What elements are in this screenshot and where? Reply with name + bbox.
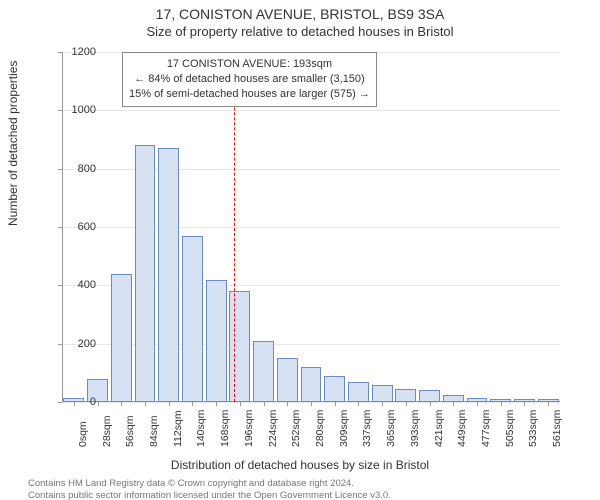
histogram-bar: [277, 358, 298, 402]
x-tick-mark: [524, 402, 525, 406]
x-axis-label: Distribution of detached houses by size …: [0, 458, 600, 472]
x-tick-label: 421sqm: [433, 410, 445, 447]
x-tick-label: 505sqm: [504, 410, 516, 447]
chart-title: 17, CONISTON AVENUE, BRISTOL, BS9 3SA: [0, 6, 600, 22]
y-tick-label: 200: [56, 338, 96, 350]
x-tick-mark: [382, 402, 383, 406]
y-axis-label: Number of detached properties: [6, 61, 20, 226]
histogram-bar: [443, 395, 464, 402]
x-tick-label: 140sqm: [195, 410, 207, 447]
y-tick-label: 600: [56, 221, 96, 233]
y-tick-label: 0: [56, 396, 96, 408]
x-tick-label: 56sqm: [124, 415, 136, 447]
histogram-bar: [182, 236, 203, 402]
x-tick-label: 280sqm: [314, 410, 326, 447]
histogram-bar: [419, 390, 440, 402]
x-tick-mark: [358, 402, 359, 406]
histogram-bar: [111, 274, 132, 402]
attribution-text: Contains HM Land Registry data © Crown c…: [28, 478, 391, 500]
histogram-bar: [301, 367, 322, 402]
x-tick-mark: [477, 402, 478, 406]
histogram-bar: [395, 389, 416, 402]
histogram-bar: [158, 148, 179, 402]
histogram-bar: [135, 145, 156, 402]
x-tick-mark: [430, 402, 431, 406]
x-tick-mark: [216, 402, 217, 406]
x-tick-label: 477sqm: [480, 410, 492, 447]
x-tick-mark: [264, 402, 265, 406]
x-tick-mark: [145, 402, 146, 406]
x-tick-mark: [169, 402, 170, 406]
x-tick-label: 561sqm: [551, 410, 563, 447]
x-tick-mark: [501, 402, 502, 406]
x-tick-label: 224sqm: [267, 410, 279, 447]
histogram-bar: [206, 280, 227, 403]
x-tick-label: 365sqm: [385, 410, 397, 447]
attribution-line: Contains public sector information licen…: [28, 490, 391, 500]
chart-container: 17, CONISTON AVENUE, BRISTOL, BS9 3SA Si…: [0, 6, 600, 500]
y-tick-label: 1000: [56, 104, 96, 116]
plot: 17 CONISTON AVENUE: 193sqm← 84% of detac…: [62, 52, 560, 402]
annotation-line: ← 84% of detached houses are smaller (3,…: [129, 72, 370, 87]
x-tick-label: 533sqm: [527, 410, 539, 447]
x-tick-label: 28sqm: [101, 415, 113, 447]
x-tick-label: 309sqm: [338, 410, 350, 447]
x-tick-mark: [335, 402, 336, 406]
x-tick-label: 84sqm: [148, 415, 160, 447]
x-tick-mark: [311, 402, 312, 406]
chart-subtitle: Size of property relative to detached ho…: [0, 24, 600, 39]
gridline: [62, 110, 560, 111]
x-tick-label: 449sqm: [456, 410, 468, 447]
histogram-bar: [324, 376, 345, 402]
x-tick-label: 252sqm: [290, 410, 302, 447]
attribution-line: Contains HM Land Registry data © Crown c…: [28, 478, 391, 490]
x-tick-label: 337sqm: [361, 410, 373, 447]
x-tick-label: 112sqm: [172, 410, 184, 447]
y-tick-label: 400: [56, 279, 96, 291]
annotation-line: 17 CONISTON AVENUE: 193sqm: [129, 57, 370, 72]
x-tick-mark: [192, 402, 193, 406]
y-tick-label: 800: [56, 163, 96, 175]
x-tick-mark: [240, 402, 241, 406]
x-tick-mark: [98, 402, 99, 406]
x-tick-mark: [121, 402, 122, 406]
x-tick-mark: [406, 402, 407, 406]
x-tick-label: 168sqm: [219, 410, 231, 447]
histogram-bar: [229, 291, 250, 402]
plot-area: 17 CONISTON AVENUE: 193sqm← 84% of detac…: [62, 52, 560, 402]
histogram-bar: [253, 341, 274, 402]
x-tick-label: 196sqm: [243, 410, 255, 447]
x-tick-label: 0sqm: [77, 421, 89, 447]
histogram-bar: [372, 385, 393, 403]
annotation-box: 17 CONISTON AVENUE: 193sqm← 84% of detac…: [122, 52, 377, 107]
x-tick-label: 393sqm: [409, 410, 421, 447]
x-tick-mark: [453, 402, 454, 406]
histogram-bar: [348, 382, 369, 402]
annotation-line: 15% of semi-detached houses are larger (…: [129, 87, 370, 102]
y-tick-label: 1200: [56, 46, 96, 58]
x-tick-mark: [287, 402, 288, 406]
x-tick-mark: [548, 402, 549, 406]
